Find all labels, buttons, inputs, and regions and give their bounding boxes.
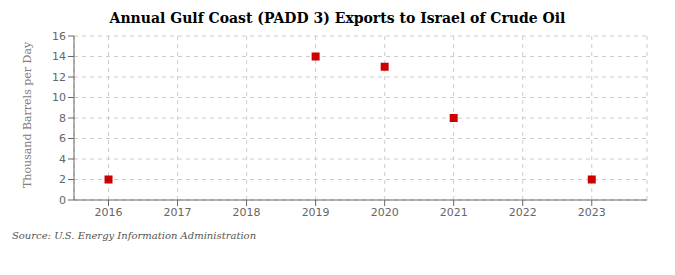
svg-text:16: 16 bbox=[52, 30, 66, 43]
svg-text:Thousand Barrels per Day: Thousand Barrels per Day bbox=[21, 41, 34, 188]
svg-text:2018: 2018 bbox=[233, 206, 261, 219]
svg-text:12: 12 bbox=[52, 71, 66, 84]
svg-text:2020: 2020 bbox=[371, 206, 399, 219]
svg-text:2017: 2017 bbox=[164, 206, 192, 219]
svg-text:10: 10 bbox=[52, 91, 66, 104]
svg-text:2016: 2016 bbox=[95, 206, 123, 219]
svg-text:6: 6 bbox=[59, 132, 66, 145]
svg-text:2021: 2021 bbox=[440, 206, 468, 219]
svg-text:2023: 2023 bbox=[578, 206, 606, 219]
svg-text:2: 2 bbox=[59, 173, 66, 186]
svg-text:0: 0 bbox=[59, 194, 66, 207]
svg-text:2022: 2022 bbox=[509, 206, 537, 219]
html-text:Source: U.S. Energy Informatio: Source: U.S. Energy Information Administ… bbox=[12, 230, 257, 241]
svg-text:2019: 2019 bbox=[302, 206, 330, 219]
svg-text:8: 8 bbox=[59, 112, 66, 125]
svg-text:4: 4 bbox=[59, 153, 66, 166]
svg-text:14: 14 bbox=[52, 50, 66, 63]
html-text:Annual Gulf Coast (PADD 3) Exp: Annual Gulf Coast (PADD 3) Exports to Is… bbox=[109, 10, 566, 26]
